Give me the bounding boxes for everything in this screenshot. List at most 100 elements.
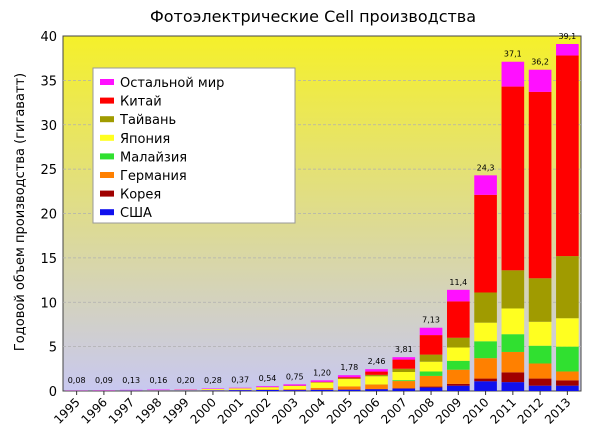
bar-stack bbox=[119, 389, 143, 391]
bar-segment bbox=[201, 390, 225, 391]
bar-stack bbox=[556, 43, 579, 391]
bar-segment bbox=[283, 385, 307, 390]
bar-segment bbox=[419, 335, 443, 355]
bar-segment bbox=[528, 345, 552, 364]
legend: Остальной мир Китай Тайвань Япония Малайзия Г… bbox=[92, 67, 296, 224]
bar-segment bbox=[392, 357, 416, 360]
bar-stack bbox=[392, 357, 416, 391]
bar-segment bbox=[528, 385, 552, 391]
x-tick-label: 2001 bbox=[215, 395, 246, 426]
bar-segment bbox=[365, 374, 388, 377]
total-value-label: 37,1 bbox=[504, 50, 522, 59]
bar-segment bbox=[392, 372, 416, 381]
x-tick-label: 1999 bbox=[160, 395, 191, 426]
bar-stack bbox=[365, 369, 388, 391]
bar-stack bbox=[65, 390, 88, 391]
bar-segment bbox=[283, 384, 307, 386]
bar-segment bbox=[337, 377, 361, 379]
x-tick-label: 2005 bbox=[324, 395, 355, 426]
total-value-label: 0,08 bbox=[68, 376, 86, 385]
bar-stack bbox=[310, 380, 334, 391]
total-value-label: 11,4 bbox=[449, 278, 467, 287]
bar-stack bbox=[256, 386, 279, 391]
bar-segment bbox=[556, 346, 579, 372]
total-value-label: 1,78 bbox=[340, 363, 358, 372]
bar-segment bbox=[392, 380, 416, 382]
bar-segment bbox=[310, 389, 334, 391]
x-axis-ticks: 1995199619971998199920002001200220032004… bbox=[51, 391, 573, 427]
bar-segment bbox=[228, 390, 252, 391]
bar-segment bbox=[447, 360, 470, 370]
x-tick-label: 1998 bbox=[133, 395, 164, 426]
legend-swatch bbox=[100, 97, 114, 104]
bar-segment bbox=[474, 341, 497, 359]
bar-segment bbox=[556, 43, 579, 56]
y-tick-label: 30 bbox=[40, 119, 57, 134]
x-tick-label: 2002 bbox=[242, 395, 273, 426]
bar-segment bbox=[528, 278, 552, 322]
x-tick-label: 2009 bbox=[433, 395, 464, 426]
bar-segment bbox=[474, 381, 497, 391]
chart-title: Фотоэлектрические Cell производства bbox=[150, 7, 476, 26]
bar-segment bbox=[419, 387, 443, 391]
bar-segment bbox=[556, 318, 579, 347]
bar-segment bbox=[228, 387, 252, 389]
bar-segment bbox=[501, 372, 525, 383]
bar-segment bbox=[174, 389, 197, 391]
total-value-label: 0,16 bbox=[150, 376, 168, 385]
total-value-label: 24,3 bbox=[477, 163, 495, 172]
bar-segment bbox=[447, 369, 470, 384]
total-value-label: 0,28 bbox=[204, 376, 222, 385]
bar-segment bbox=[501, 382, 525, 391]
bar-segment bbox=[283, 389, 307, 391]
bar-segment bbox=[556, 385, 579, 391]
bar-segment bbox=[392, 368, 416, 373]
bar-segment bbox=[474, 358, 497, 379]
legend-swatch bbox=[100, 79, 114, 85]
legend-entry-label: Тайвань bbox=[119, 113, 176, 128]
total-value-label: 1,20 bbox=[313, 368, 331, 377]
x-tick-label: 2011 bbox=[487, 395, 518, 426]
total-value-label: 0,75 bbox=[286, 372, 304, 381]
bar-stack bbox=[419, 327, 443, 391]
x-tick-label: 1997 bbox=[106, 395, 137, 426]
x-tick-label: 1996 bbox=[79, 395, 110, 426]
bar-segment bbox=[474, 194, 497, 293]
bar-segment bbox=[337, 386, 361, 390]
bar-segment bbox=[201, 389, 225, 391]
bar-segment bbox=[256, 389, 279, 391]
legend-swatch bbox=[100, 209, 114, 216]
bar-segment bbox=[447, 337, 470, 348]
bar-segment bbox=[501, 86, 525, 271]
bar-segment bbox=[147, 389, 170, 391]
bar-segment bbox=[337, 378, 361, 380]
bar-stack bbox=[447, 289, 470, 391]
legend-swatch bbox=[100, 190, 114, 197]
bar-segment bbox=[365, 369, 388, 372]
bar-segment bbox=[365, 376, 388, 385]
x-tick-label: 2013 bbox=[542, 395, 573, 426]
bar-segment bbox=[419, 327, 443, 336]
bar-segment bbox=[337, 379, 361, 387]
bar-segment bbox=[528, 363, 552, 379]
bar-segment bbox=[392, 381, 416, 389]
total-value-label: 0,54 bbox=[259, 374, 277, 383]
bar-segment bbox=[447, 347, 470, 361]
bar-segment bbox=[419, 361, 443, 372]
bar-stack bbox=[528, 69, 552, 391]
y-axis-ticks: 0 5 10 15 20 25 30 35 40 bbox=[40, 30, 57, 400]
bar-segment bbox=[310, 380, 334, 382]
bar-segment bbox=[447, 289, 470, 302]
x-tick-label: 2006 bbox=[351, 395, 382, 426]
total-value-label: 0,09 bbox=[95, 376, 113, 385]
bar-segment bbox=[419, 354, 443, 362]
legend-entry-label: Япония bbox=[120, 132, 170, 147]
bar-stack bbox=[92, 390, 116, 391]
bar-segment bbox=[528, 69, 552, 92]
legend-entry-label: Корея bbox=[120, 188, 161, 203]
legend-entry-label: США bbox=[120, 206, 152, 221]
y-tick-label: 10 bbox=[40, 296, 57, 311]
bar-stack bbox=[147, 389, 170, 391]
bar-segment bbox=[447, 301, 470, 338]
bar-segment bbox=[556, 371, 579, 381]
